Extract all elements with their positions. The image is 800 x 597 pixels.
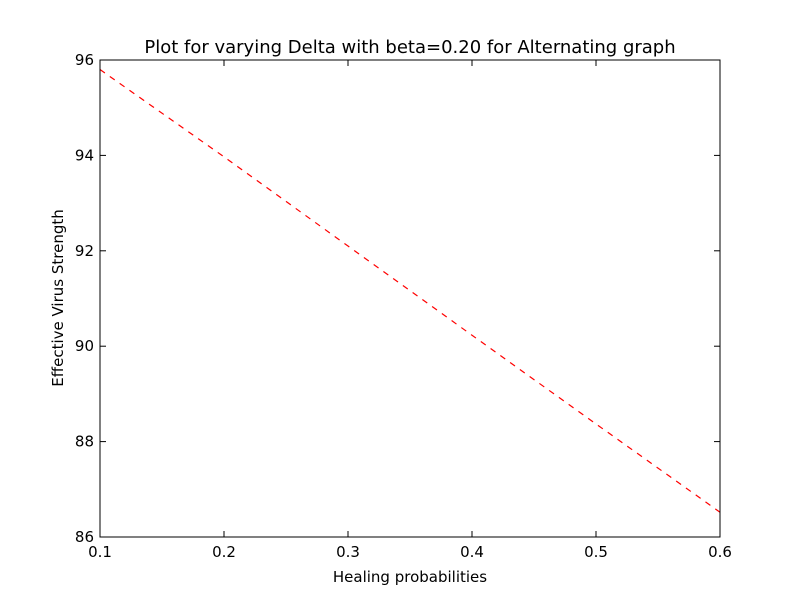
tick-labels: 0.1 0.2 0.3 0.4 0.5 0.6 86 88 90 92 94 96 (75, 51, 732, 561)
y-tick-label: 96 (75, 51, 94, 69)
x-tick-label: 0.1 (88, 543, 112, 561)
x-axis-label: Healing probabilities (333, 568, 487, 586)
y-tick-label: 90 (75, 337, 94, 355)
y-tick-label: 88 (75, 433, 94, 451)
plot-frame (99, 59, 721, 538)
y-axis-label: Effective Virus Strength (49, 209, 67, 386)
x-tick-label: 0.6 (708, 543, 732, 561)
chart-title: Plot for varying Delta with beta=0.20 fo… (144, 37, 675, 58)
x-tick-label: 0.2 (212, 543, 236, 561)
x-tick-label: 0.3 (336, 543, 360, 561)
y-tick-label: 86 (75, 528, 94, 546)
plot-area (100, 60, 720, 537)
x-tick-label: 0.4 (460, 543, 484, 561)
y-tick-label: 92 (75, 242, 94, 260)
x-tick-label: 0.5 (584, 543, 608, 561)
y-tick-label: 94 (75, 146, 94, 164)
